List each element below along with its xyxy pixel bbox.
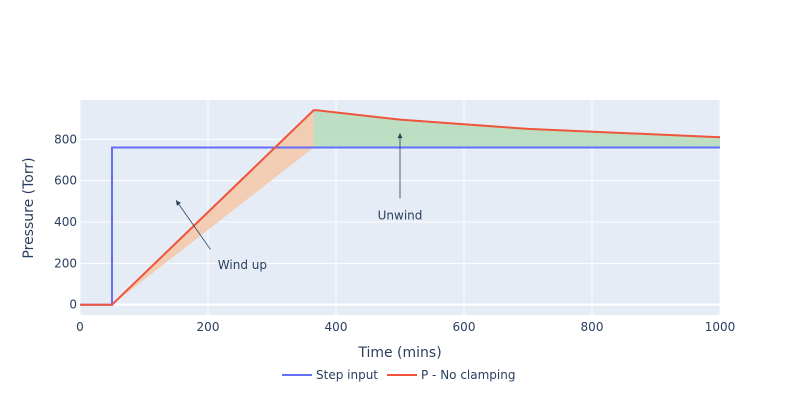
- series-lines: [80, 109, 721, 306]
- y-tick-labels: 0 200 400 600 800: [54, 132, 77, 311]
- x-axis-title: Time (mins): [357, 345, 441, 361]
- y-tick-label: 800: [54, 132, 77, 146]
- y-tick-label: 200: [54, 256, 77, 270]
- x-tick-label: 600: [453, 320, 476, 334]
- annotation-label: Unwind: [378, 208, 423, 222]
- x-tick-label: 800: [581, 320, 604, 334]
- x-tick-label: 0: [76, 320, 84, 334]
- series-line-p-no-clamping: [80, 109, 721, 306]
- y-axis-title: Pressure (Torr): [21, 157, 37, 258]
- legend-label-1: P - No clamping: [421, 368, 515, 382]
- legend: Step input P - No clamping: [282, 368, 515, 382]
- x-tick-label: 200: [197, 320, 220, 334]
- y-tick-label: 0: [69, 298, 77, 312]
- x-tick-label: 400: [325, 320, 348, 334]
- legend-label-0: Step input: [316, 368, 378, 382]
- annotations: Wind up Unwind: [175, 133, 423, 272]
- y-tick-label: 600: [54, 174, 77, 188]
- annotation-label: Wind up: [218, 258, 267, 272]
- x-tick-labels: 0 200 400 600 800 1000: [76, 320, 735, 334]
- annotation-arrowhead: [176, 200, 181, 206]
- annotation-arrowhead: [397, 133, 403, 139]
- y-tick-label: 400: [54, 215, 77, 229]
- annotation-arrow: [175, 200, 211, 250]
- x-tick-label: 1000: [705, 320, 736, 334]
